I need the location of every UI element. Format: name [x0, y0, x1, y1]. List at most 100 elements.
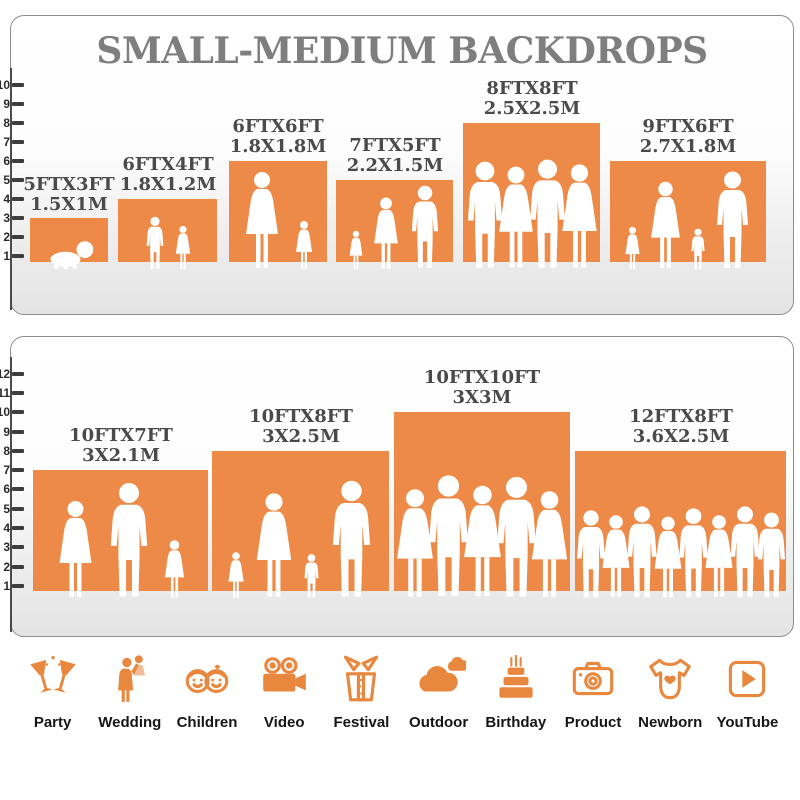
tick-mark — [12, 526, 24, 531]
category-wedding: Wedding — [91, 652, 168, 731]
category-product: Product — [554, 652, 631, 731]
axis-tick: 5 — [0, 499, 24, 518]
bar-5ftx3ft — [30, 218, 108, 262]
category-label: Newborn — [638, 714, 703, 731]
bar-label-6ftx6ft: 6FTX6FT 1.8X1.8M — [229, 116, 327, 157]
silhouette-group — [463, 158, 601, 270]
silhouette-man — [105, 481, 152, 599]
axis-tick: 9 — [0, 422, 24, 441]
tick-label: 8 — [3, 443, 10, 458]
tick-label: 9 — [3, 96, 10, 111]
category-newborn: Newborn — [632, 652, 709, 731]
tick-mark — [12, 101, 24, 106]
bar-12ftx8ft — [575, 451, 786, 591]
silhouette-group — [393, 473, 572, 599]
silhouette-group — [144, 216, 192, 270]
bar-label-10ftx7ft: 10FTX7FT 3X2.1M — [69, 425, 173, 466]
tick-label: 2 — [3, 559, 10, 574]
top-panel: SMALL-MEDIUM BACKDROPS 10 9 8 7 6 5 4 3 … — [0, 15, 794, 315]
axis-tick: 2 — [0, 557, 24, 576]
bar-10ftx10ft — [394, 412, 570, 591]
y-axis-line — [10, 68, 12, 310]
axis-tick: 1 — [0, 246, 24, 265]
bar-label-9ftx6ft: 9FTX6FT 2.7X1.8M — [639, 116, 737, 157]
bar-6ftx6ft — [229, 161, 327, 262]
axis-tick: 10 — [0, 75, 24, 94]
bar-label-10ftx10ft: 10FTX10FT 3X3M — [423, 367, 541, 408]
tick-label: 11 — [0, 385, 10, 400]
baby-onesie-icon — [649, 658, 691, 700]
clouds-icon — [419, 657, 466, 692]
tick-label: 10 — [0, 405, 10, 420]
tick-mark — [12, 583, 24, 588]
category-label: Product — [564, 714, 622, 731]
tick-label: 8 — [3, 115, 10, 130]
silhouette-woman — [558, 162, 601, 270]
birthday-cake-icon — [499, 655, 533, 698]
axis-tick: 11 — [0, 383, 24, 402]
category-label: Children — [176, 714, 238, 731]
y-axis-line — [10, 357, 12, 632]
bar-8ftx8ft — [463, 123, 600, 262]
bar-10ftx8ft — [212, 451, 389, 591]
axis-tick: 8 — [0, 441, 24, 460]
y-axis: 12 11 10 9 8 7 6 5 4 3 2 1 — [0, 364, 24, 596]
bar-label-10ftx8ft: 10FTX8FT 3X2.5M — [249, 406, 353, 447]
tick-mark — [12, 196, 24, 201]
party-glasses-icon — [29, 656, 76, 693]
bar-label-8ftx8ft: 8FTX8FT 2.5X2.5M — [483, 78, 581, 119]
silhouette-girl — [294, 220, 314, 270]
category-label: Outdoor — [409, 714, 469, 731]
axis-tick: 8 — [0, 113, 24, 132]
tick-label: 9 — [3, 424, 10, 439]
tick-mark — [12, 429, 24, 434]
category-label: Video — [263, 714, 305, 731]
silhouette-group — [624, 170, 753, 270]
bar-label-5ftx3ft: 5FTX3FT 1.5X1M — [23, 174, 115, 215]
category-youtube: YouTube — [709, 652, 786, 731]
axis-tick: 4 — [0, 189, 24, 208]
youtube-play-icon — [729, 660, 766, 698]
axis-tick: 6 — [0, 480, 24, 499]
axis-tick: 5 — [0, 170, 24, 189]
tick-label: 7 — [3, 134, 10, 149]
tick-mark — [12, 468, 24, 473]
category-video: Video — [246, 652, 323, 731]
axis-tick: 3 — [0, 208, 24, 227]
silhouette-group — [226, 479, 375, 599]
silhouette-group — [55, 481, 186, 599]
silhouette-woman — [528, 489, 572, 599]
category-party: Party — [14, 652, 91, 731]
silhouette-group — [43, 238, 96, 270]
category-label: Party — [33, 714, 72, 731]
category-label: YouTube — [716, 714, 779, 731]
silhouette-girl — [226, 551, 245, 599]
axis-tick: 7 — [0, 132, 24, 151]
gift-box-icon — [344, 655, 379, 702]
tick-label: 7 — [3, 463, 10, 478]
tick-mark — [12, 410, 24, 415]
tick-mark — [12, 158, 24, 163]
silhouette-woman — [55, 499, 95, 599]
silhouette-child — [302, 553, 320, 599]
tick-mark — [12, 120, 24, 125]
bar-label-6ftx4ft: 6FTX4FT 1.8X1.2M — [119, 154, 217, 195]
tick-mark — [12, 253, 24, 258]
tick-mark — [12, 487, 24, 492]
tick-mark — [12, 215, 24, 220]
silhouette-boy — [144, 216, 166, 270]
silhouette-woman — [371, 196, 401, 270]
y-axis: 10 9 8 7 6 5 4 3 2 1 — [0, 75, 24, 265]
category-label: Birthday — [485, 714, 547, 731]
tick-label: 5 — [3, 501, 10, 516]
silhouette-woman — [648, 180, 684, 270]
category-label: Wedding — [98, 714, 162, 731]
axis-tick: 3 — [0, 538, 24, 557]
tick-label: 4 — [3, 191, 10, 206]
category-festival: Festival — [323, 652, 400, 731]
axis-tick: 1 — [0, 576, 24, 595]
axis-tick: 2 — [0, 227, 24, 246]
axis-tick: 9 — [0, 94, 24, 113]
tick-mark — [12, 390, 24, 395]
silhouette-girl — [174, 225, 192, 270]
